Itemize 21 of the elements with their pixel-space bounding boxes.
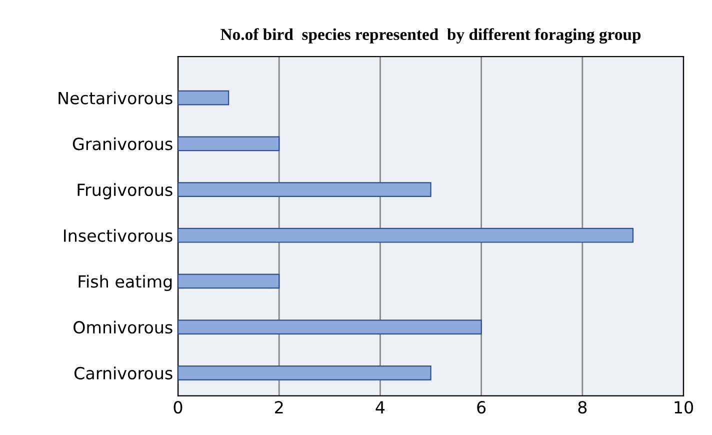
x-tick-label: 10: [674, 401, 694, 414]
y-tick-label: Fish eatimg: [78, 274, 172, 292]
y-tick-label: Carnivorous: [74, 366, 172, 380]
x-tick-label: 2: [275, 401, 283, 414]
bar: [178, 136, 280, 152]
y-tick-label: Omnivorous: [74, 320, 172, 334]
bar: [178, 182, 432, 197]
x-tick-label: 6: [477, 401, 486, 414]
bar: [178, 228, 634, 243]
bar: [178, 320, 482, 335]
bar: [178, 274, 280, 289]
bar: [178, 365, 432, 380]
y-tick-label: Insectivorous: [64, 229, 172, 242]
x-tick-label: 8: [578, 401, 587, 414]
x-tick-label: 4: [376, 401, 385, 414]
y-tick-label: Nectarivorous: [58, 91, 172, 104]
x-tick-label: 0: [174, 401, 182, 414]
chart-title: No.of bird species represented by different foraging group: [220, 28, 641, 44]
y-tick-label: Frugivorous: [78, 183, 172, 200]
bar: [178, 90, 230, 106]
y-tick-label: Granivorous: [72, 137, 172, 150]
